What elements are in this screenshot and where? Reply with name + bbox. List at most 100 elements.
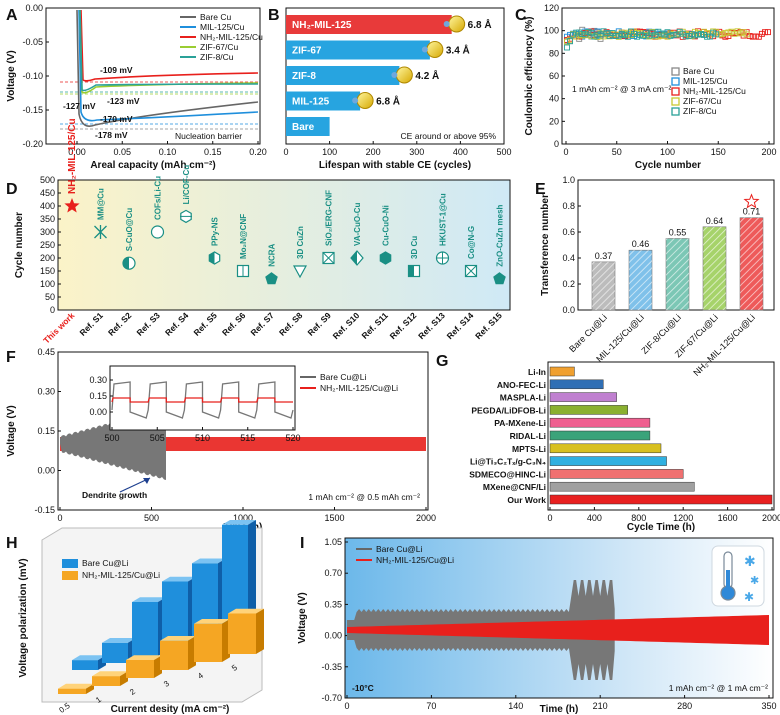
- panel-a-ylabel: Voltage (V): [6, 50, 17, 101]
- panel-c-point: [606, 33, 613, 39]
- legend-label-0: Bare Cu@Li: [376, 544, 423, 554]
- panel-g-bar-0: [549, 366, 575, 377]
- thermometer-icon: ✱ ✱ ✱: [711, 545, 765, 607]
- panel-c-point: [710, 29, 717, 36]
- panel-f-inset-x-tick-label-4: 520: [285, 433, 300, 443]
- panel-f-y-tick-label-1: 0.30: [37, 387, 55, 397]
- panel-d-point-label-10: VA-CuO-Cu: [353, 202, 362, 246]
- panel-h-ylabel: Voltage polarization (mV): [18, 558, 29, 677]
- panel-g-x-tick-label-2: 800: [631, 513, 646, 523]
- panel-c-point: [761, 29, 768, 36]
- panel-b-x-tick-label-3: 300: [409, 147, 424, 157]
- panel-c-point: [752, 33, 759, 40]
- panel-c-letter: C: [515, 7, 527, 24]
- panel-d-ref-label-13: Ref. S13: [416, 310, 447, 341]
- panel-i-ticks: 0 70 140 210 280 350 1.05 0.70 0.35 0.00 -0.35 -0.7…: [321, 537, 776, 711]
- panel-f-x-tick-label-4: 2000: [416, 513, 436, 523]
- panel-c-ticks: 0 50 100 150 200 0 20 40 60 80 100 120: [544, 3, 777, 157]
- panel-d-y-tick-label-1: 50: [45, 292, 55, 302]
- panel-g-bar-2: [549, 392, 617, 402]
- legend-label-1: NH₂-MIL-125/Cu@Li: [82, 570, 160, 580]
- panel-a-x-tick-label-2: 0.10: [159, 147, 177, 157]
- panel-d-marker-2-fill: [123, 257, 129, 270]
- panel-d-marker-11: [379, 251, 392, 265]
- panel-h-x-tick-4: 4: [196, 671, 205, 681]
- panel-a-annot-zif67: -127 mV: [63, 101, 96, 111]
- panel-b-x-tick-label-1: 100: [322, 147, 337, 157]
- panel-d-ref-label-9: Ref. S9: [305, 310, 333, 338]
- panel-h-nh2-bar-5-top: [228, 608, 264, 614]
- panel-h-nh2-bar-3-top: [160, 635, 196, 641]
- panel-b-pore-label-0: 6.8 Å: [468, 18, 492, 31]
- panel-g-bar-1: [549, 379, 604, 390]
- panel-c-point: [707, 33, 714, 40]
- panel-i-y-tick-label-4: -0.35: [321, 662, 342, 672]
- panel-a-xlabel: Areal capacity (mAh cm⁻²): [90, 160, 215, 171]
- panel-d-point-label-11: Cu-CuO-Ni: [382, 205, 391, 246]
- legend-label-4: ZIF-8/Cu: [200, 52, 234, 62]
- panel-c-point: [749, 33, 756, 40]
- panel-a-curve-mil: [78, 9, 259, 122]
- panel-f-inset-x-tick-label-3: 515: [240, 433, 255, 443]
- panel-h: H 0.5 1 2 3 4 5 Bare Cu@Li NH₂-MIL-125/Cu@Li C…: [6, 519, 264, 715]
- legend-label-1: NH₂-MIL-125/Cu@Li: [320, 383, 398, 393]
- panel-c-y-tick-label-0: 0: [554, 139, 559, 149]
- panel-d-point-label-2: S-CuO@Cu: [125, 208, 134, 251]
- panel-c-y-tick-label-3: 60: [549, 71, 559, 81]
- panel-g-bar-5: [549, 430, 651, 441]
- panel-e-star-icon: [743, 193, 760, 209]
- panel-a-curve-nh2: [80, 9, 259, 82]
- panel-h-nh2-bar-1: [92, 676, 120, 686]
- panel-d-ref-label-12: Ref. S12: [388, 310, 419, 341]
- svg-text:✱: ✱: [750, 574, 759, 587]
- panel-h-nh2-bar-4-top: [194, 618, 230, 624]
- legend-label-2: NH₂-MIL-125/Cu: [200, 32, 263, 42]
- panel-h-letter: H: [6, 535, 18, 552]
- panel-c: C 0 50 100 150 200 0 20 40 60 80 100 120 1 mAh cm⁻²…: [515, 3, 777, 171]
- panel-g-x-tick-label-5: 2000: [762, 513, 780, 523]
- svg-text:✱: ✱: [744, 554, 756, 570]
- panel-d-point-label-5: PPy-NS: [211, 216, 220, 246]
- panel-e-letter: E: [535, 181, 546, 198]
- panel-b-pore-label-3: 6.8 Å: [376, 95, 400, 108]
- panel-b-x-tick-label-0: 0: [283, 147, 288, 157]
- panel-a-y-tick-label-3: -0.15: [22, 105, 43, 115]
- panel-a-annot-zif8: -123 mV: [107, 96, 140, 106]
- panel-c-point: [591, 33, 598, 40]
- panel-a-y-tick-label-4: -0.20: [22, 139, 43, 149]
- panel-f-y-tick-label-4: -0.15: [34, 505, 55, 515]
- panel-c-point: [701, 32, 707, 38]
- panel-b: B 0 100 200 300 400 500 NH₂-MIL-125 6.8 Å ZIF-67…: [268, 7, 512, 171]
- panel-b-pore-dot-0: [443, 21, 450, 27]
- panel-d-marker-15: [493, 272, 506, 285]
- panel-c-point: [704, 30, 711, 37]
- panel-c-point: [746, 32, 753, 39]
- panel-b-bar-label-2: ZIF-8: [292, 71, 316, 82]
- panel-d-point-label-6: Mo₂N@CNF: [239, 214, 248, 259]
- panel-g-letter: G: [436, 353, 448, 370]
- panel-d-point-label-12: 3D Cu: [410, 236, 419, 259]
- panel-h-bare-bar-0: [72, 660, 98, 670]
- panel-h-bars: 0.5 1 2 3 4 5: [57, 519, 264, 715]
- panel-f: F 0 500 1000 1500 20000.450.300.150.00-0.15 …: [6, 347, 436, 533]
- panel-c-x-tick-label-0: 0: [563, 147, 568, 157]
- panel-e-cat-4: NH₂-MIL-125/Cu@Li: [691, 312, 757, 378]
- panel-f-letter: F: [6, 349, 16, 366]
- panel-a-note: Nucleation barrier: [175, 131, 242, 141]
- panel-f-inset-x-tick-label-2: 510: [195, 433, 210, 443]
- panel-b-pore-dot-1: [421, 46, 428, 53]
- panel-d-marker-0: [64, 198, 80, 213]
- panel-h-nh2-bar-2-top: [126, 655, 162, 660]
- panel-b-bar-1: [286, 40, 430, 60]
- panel-f-x-tick-label-3: 1500: [324, 513, 344, 523]
- panel-d-point-label-7: NCRA: [268, 243, 277, 266]
- panel-g-xlabel: Cycle Time (h): [627, 522, 695, 533]
- legend-label-3: ZIF-67/Cu: [200, 42, 239, 52]
- panel-c-point: [618, 30, 625, 37]
- panel-e-y-tick-label-3: 0.6: [562, 227, 575, 237]
- panel-e-value-3: 0.64: [706, 216, 724, 226]
- panel-i-xlabel: Time (h): [540, 704, 579, 715]
- panel-h-bare-bar-1: [102, 642, 128, 663]
